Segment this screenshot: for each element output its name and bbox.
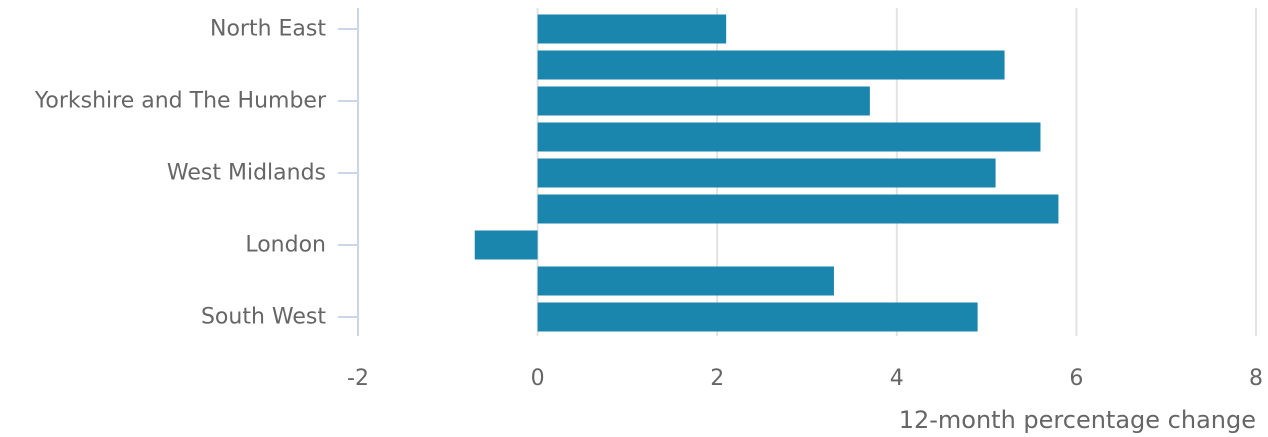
y-tick-label-2: Yorkshire and The Humber	[34, 89, 327, 114]
y-tick-label-4: West Midlands	[167, 161, 326, 186]
x-tick-label-3: 4	[890, 366, 904, 391]
y-tick-labels: North East Yorkshire and The Humber West M…	[34, 17, 327, 330]
x-tick-labels: -2 0 2 4 6 8	[347, 366, 1263, 391]
y-tick-label-0: North East	[210, 17, 326, 42]
x-tick-label-1: 0	[531, 366, 545, 391]
bar-1	[537, 50, 1005, 80]
bar-4	[537, 158, 996, 188]
x-tick-label-2: 2	[710, 366, 724, 391]
bar-3	[537, 122, 1041, 152]
x-tick-label-5: 8	[1249, 366, 1263, 391]
bar-0	[537, 14, 727, 44]
x-axis-title: 12-month percentage change	[899, 406, 1256, 434]
bar-6	[474, 230, 538, 260]
y-tick-label-8: South West	[201, 305, 326, 330]
y-axis	[338, 8, 359, 336]
y-tick-label-6: London	[245, 233, 326, 258]
bar-7	[537, 266, 834, 296]
bars	[474, 14, 1059, 332]
x-tick-label-4: 6	[1069, 366, 1083, 391]
bar-5	[537, 194, 1059, 224]
x-tick-label-0: -2	[347, 366, 369, 391]
bar-8	[537, 302, 978, 332]
bar-2	[537, 86, 870, 116]
